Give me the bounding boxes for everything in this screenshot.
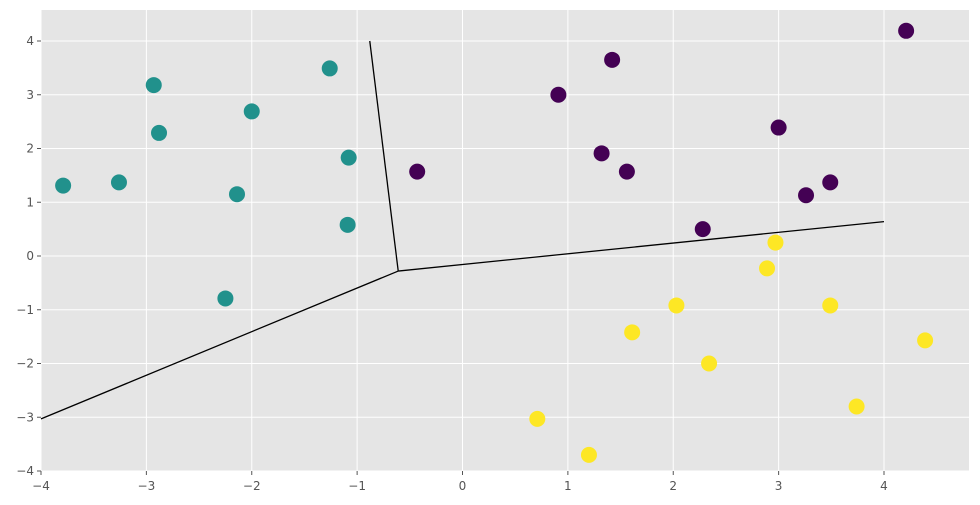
- data-point: [798, 187, 815, 204]
- y-tick-label: −3: [16, 410, 34, 424]
- decision-boundary-line: [398, 220, 885, 272]
- decision-boundary-line: [369, 40, 399, 272]
- data-point: [321, 60, 338, 77]
- data-point: [694, 221, 711, 238]
- data-point: [529, 410, 546, 427]
- data-point: [110, 174, 127, 191]
- data-point: [580, 446, 597, 463]
- y-tick-label: −2: [16, 357, 34, 371]
- data-point: [55, 177, 72, 194]
- data-point: [848, 398, 865, 415]
- data-point: [668, 297, 685, 314]
- data-point: [604, 51, 621, 68]
- data-point: [550, 86, 567, 103]
- data-point: [767, 234, 784, 251]
- data-point: [618, 163, 635, 180]
- data-point: [770, 119, 787, 136]
- data-point: [217, 290, 234, 307]
- data-point: [228, 186, 245, 203]
- decision-boundaries: [40, 40, 885, 420]
- data-point: [822, 297, 839, 314]
- x-axis: −4 −3 −2 −1 0 1 2 3 4: [32, 471, 888, 493]
- y-tick-label: 1: [26, 195, 34, 209]
- data-point: [822, 174, 839, 191]
- plot-background: [41, 10, 969, 471]
- grid-lines: [40, 10, 969, 472]
- x-tick-label: −1: [348, 479, 366, 493]
- data-points: [55, 22, 934, 463]
- data-point: [624, 324, 641, 341]
- data-point: [759, 260, 776, 277]
- y-tick-label: 3: [26, 88, 34, 102]
- y-axis: −4 −3 −2 −1 0 1 2 3 4: [16, 34, 41, 478]
- x-tick-label: 2: [669, 479, 677, 493]
- data-point: [409, 163, 426, 180]
- data-point: [243, 103, 260, 120]
- x-tick-label: −4: [32, 479, 50, 493]
- data-point: [701, 355, 718, 372]
- y-tick-label: 2: [26, 142, 34, 156]
- data-point: [898, 22, 915, 39]
- x-tick-label: 0: [459, 479, 467, 493]
- y-tick-label: 4: [26, 34, 34, 48]
- data-point: [145, 77, 162, 94]
- data-point: [151, 124, 168, 141]
- x-tick-label: 1: [564, 479, 572, 493]
- decision-boundary-line: [40, 270, 399, 420]
- data-point: [340, 149, 357, 166]
- y-tick-label: −1: [16, 303, 34, 317]
- x-tick-label: −2: [243, 479, 261, 493]
- data-point: [339, 216, 356, 233]
- data-point: [593, 145, 610, 162]
- data-point: [917, 332, 934, 349]
- y-tick-label: −4: [16, 464, 34, 478]
- x-tick-label: −3: [138, 479, 156, 493]
- x-tick-label: 3: [775, 479, 783, 493]
- y-tick-label: 0: [26, 249, 34, 263]
- x-tick-label: 4: [880, 479, 888, 493]
